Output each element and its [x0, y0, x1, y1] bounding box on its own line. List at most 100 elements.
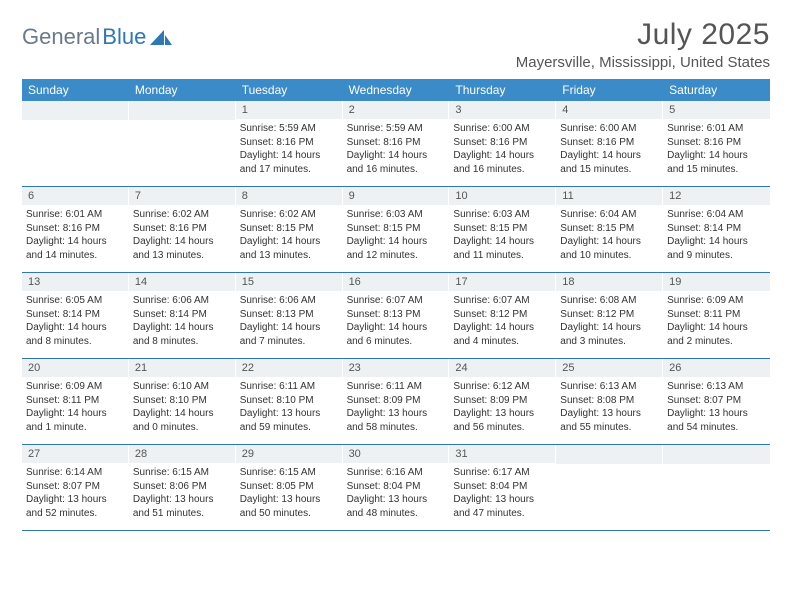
day-dl1: Daylight: 14 hours — [667, 149, 766, 163]
day-info — [129, 120, 236, 178]
day-sr: Sunrise: 6:05 AM — [26, 294, 125, 308]
day-number: 24 — [449, 359, 556, 377]
day-dl1: Daylight: 14 hours — [667, 321, 766, 335]
day-number: 21 — [129, 359, 236, 377]
day-cell: 11Sunrise: 6:04 AMSunset: 8:15 PMDayligh… — [556, 187, 663, 272]
day-sr: Sunrise: 6:01 AM — [667, 122, 766, 136]
day-cell: 28Sunrise: 6:15 AMSunset: 8:06 PMDayligh… — [129, 445, 236, 530]
day-info: Sunrise: 6:01 AMSunset: 8:16 PMDaylight:… — [663, 119, 770, 180]
day-info: Sunrise: 6:13 AMSunset: 8:07 PMDaylight:… — [663, 377, 770, 438]
day-dl2: and 7 minutes. — [240, 335, 339, 349]
day-number: 7 — [129, 187, 236, 205]
day-ss: Sunset: 8:05 PM — [240, 480, 339, 494]
day-ss: Sunset: 8:12 PM — [560, 308, 659, 322]
day-ss: Sunset: 8:16 PM — [347, 136, 446, 150]
day-ss: Sunset: 8:14 PM — [133, 308, 232, 322]
day-ss: Sunset: 8:04 PM — [453, 480, 552, 494]
day-ss: Sunset: 8:15 PM — [347, 222, 446, 236]
day-info: Sunrise: 6:00 AMSunset: 8:16 PMDaylight:… — [556, 119, 663, 180]
day-ss: Sunset: 8:15 PM — [560, 222, 659, 236]
day-number: 8 — [236, 187, 343, 205]
day-cell: 31Sunrise: 6:17 AMSunset: 8:04 PMDayligh… — [449, 445, 556, 530]
location: Mayersville, Mississippi, United States — [516, 54, 770, 71]
day-info: Sunrise: 6:07 AMSunset: 8:13 PMDaylight:… — [343, 291, 450, 352]
day-info: Sunrise: 6:09 AMSunset: 8:11 PMDaylight:… — [22, 377, 129, 438]
day-info: Sunrise: 6:10 AMSunset: 8:10 PMDaylight:… — [129, 377, 236, 438]
day-sr: Sunrise: 6:13 AM — [667, 380, 766, 394]
day-number — [22, 101, 129, 120]
day-sr: Sunrise: 6:07 AM — [347, 294, 446, 308]
day-sr: Sunrise: 6:02 AM — [133, 208, 232, 222]
calendar-page: GeneralBlue July 2025 Mayersville, Missi… — [0, 0, 792, 549]
day-sr: Sunrise: 6:15 AM — [133, 466, 232, 480]
day-cell: 18Sunrise: 6:08 AMSunset: 8:12 PMDayligh… — [556, 273, 663, 358]
day-header: Friday — [556, 79, 663, 101]
day-dl2: and 0 minutes. — [133, 421, 232, 435]
day-info: Sunrise: 6:02 AMSunset: 8:16 PMDaylight:… — [129, 205, 236, 266]
title-block: July 2025 Mayersville, Mississippi, Unit… — [516, 18, 770, 71]
day-number: 5 — [663, 101, 770, 119]
day-info: Sunrise: 6:00 AMSunset: 8:16 PMDaylight:… — [449, 119, 556, 180]
day-sr: Sunrise: 6:09 AM — [26, 380, 125, 394]
day-number: 12 — [663, 187, 770, 205]
day-number — [663, 445, 770, 464]
logo-word-1: General — [22, 24, 100, 50]
day-info: Sunrise: 5:59 AMSunset: 8:16 PMDaylight:… — [343, 119, 450, 180]
day-dl2: and 56 minutes. — [453, 421, 552, 435]
day-cell: 17Sunrise: 6:07 AMSunset: 8:12 PMDayligh… — [449, 273, 556, 358]
day-info: Sunrise: 5:59 AMSunset: 8:16 PMDaylight:… — [236, 119, 343, 180]
day-info: Sunrise: 6:16 AMSunset: 8:04 PMDaylight:… — [343, 463, 450, 524]
empty-cell — [663, 445, 770, 530]
day-ss: Sunset: 8:08 PM — [560, 394, 659, 408]
day-cell: 19Sunrise: 6:09 AMSunset: 8:11 PMDayligh… — [663, 273, 770, 358]
day-dl2: and 54 minutes. — [667, 421, 766, 435]
day-dl2: and 48 minutes. — [347, 507, 446, 521]
day-info: Sunrise: 6:04 AMSunset: 8:15 PMDaylight:… — [556, 205, 663, 266]
day-sr: Sunrise: 6:08 AM — [560, 294, 659, 308]
day-dl2: and 12 minutes. — [347, 249, 446, 263]
day-dl1: Daylight: 14 hours — [560, 321, 659, 335]
day-number: 10 — [449, 187, 556, 205]
day-ss: Sunset: 8:16 PM — [667, 136, 766, 150]
day-cell: 26Sunrise: 6:13 AMSunset: 8:07 PMDayligh… — [663, 359, 770, 444]
day-cell: 9Sunrise: 6:03 AMSunset: 8:15 PMDaylight… — [343, 187, 450, 272]
day-number: 27 — [22, 445, 129, 463]
day-number: 16 — [343, 273, 450, 291]
day-number: 19 — [663, 273, 770, 291]
day-info: Sunrise: 6:14 AMSunset: 8:07 PMDaylight:… — [22, 463, 129, 524]
day-number: 3 — [449, 101, 556, 119]
empty-cell — [22, 101, 129, 186]
header: GeneralBlue July 2025 Mayersville, Missi… — [22, 18, 770, 71]
day-cell: 2Sunrise: 5:59 AMSunset: 8:16 PMDaylight… — [343, 101, 450, 186]
day-cell: 23Sunrise: 6:11 AMSunset: 8:09 PMDayligh… — [343, 359, 450, 444]
day-dl2: and 13 minutes. — [133, 249, 232, 263]
day-header-row: Sunday Monday Tuesday Wednesday Thursday… — [22, 79, 770, 101]
day-dl1: Daylight: 13 hours — [667, 407, 766, 421]
day-cell: 10Sunrise: 6:03 AMSunset: 8:15 PMDayligh… — [449, 187, 556, 272]
weeks-container: 1Sunrise: 5:59 AMSunset: 8:16 PMDaylight… — [22, 101, 770, 531]
day-info: Sunrise: 6:15 AMSunset: 8:05 PMDaylight:… — [236, 463, 343, 524]
day-sr: Sunrise: 6:03 AM — [347, 208, 446, 222]
day-dl2: and 47 minutes. — [453, 507, 552, 521]
day-cell: 1Sunrise: 5:59 AMSunset: 8:16 PMDaylight… — [236, 101, 343, 186]
day-ss: Sunset: 8:16 PM — [26, 222, 125, 236]
day-cell: 8Sunrise: 6:02 AMSunset: 8:15 PMDaylight… — [236, 187, 343, 272]
day-dl1: Daylight: 13 hours — [453, 407, 552, 421]
day-ss: Sunset: 8:09 PM — [453, 394, 552, 408]
day-sr: Sunrise: 6:12 AM — [453, 380, 552, 394]
day-dl2: and 50 minutes. — [240, 507, 339, 521]
day-dl1: Daylight: 13 hours — [240, 493, 339, 507]
day-info: Sunrise: 6:03 AMSunset: 8:15 PMDaylight:… — [449, 205, 556, 266]
day-ss: Sunset: 8:06 PM — [133, 480, 232, 494]
day-sr: Sunrise: 6:15 AM — [240, 466, 339, 480]
day-number: 28 — [129, 445, 236, 463]
day-sr: Sunrise: 6:00 AM — [453, 122, 552, 136]
day-info: Sunrise: 6:02 AMSunset: 8:15 PMDaylight:… — [236, 205, 343, 266]
day-cell: 4Sunrise: 6:00 AMSunset: 8:16 PMDaylight… — [556, 101, 663, 186]
logo-sail-icon — [150, 28, 172, 46]
day-dl1: Daylight: 13 hours — [453, 493, 552, 507]
day-dl2: and 1 minute. — [26, 421, 125, 435]
day-cell: 12Sunrise: 6:04 AMSunset: 8:14 PMDayligh… — [663, 187, 770, 272]
day-dl2: and 15 minutes. — [667, 163, 766, 177]
day-number: 2 — [343, 101, 450, 119]
